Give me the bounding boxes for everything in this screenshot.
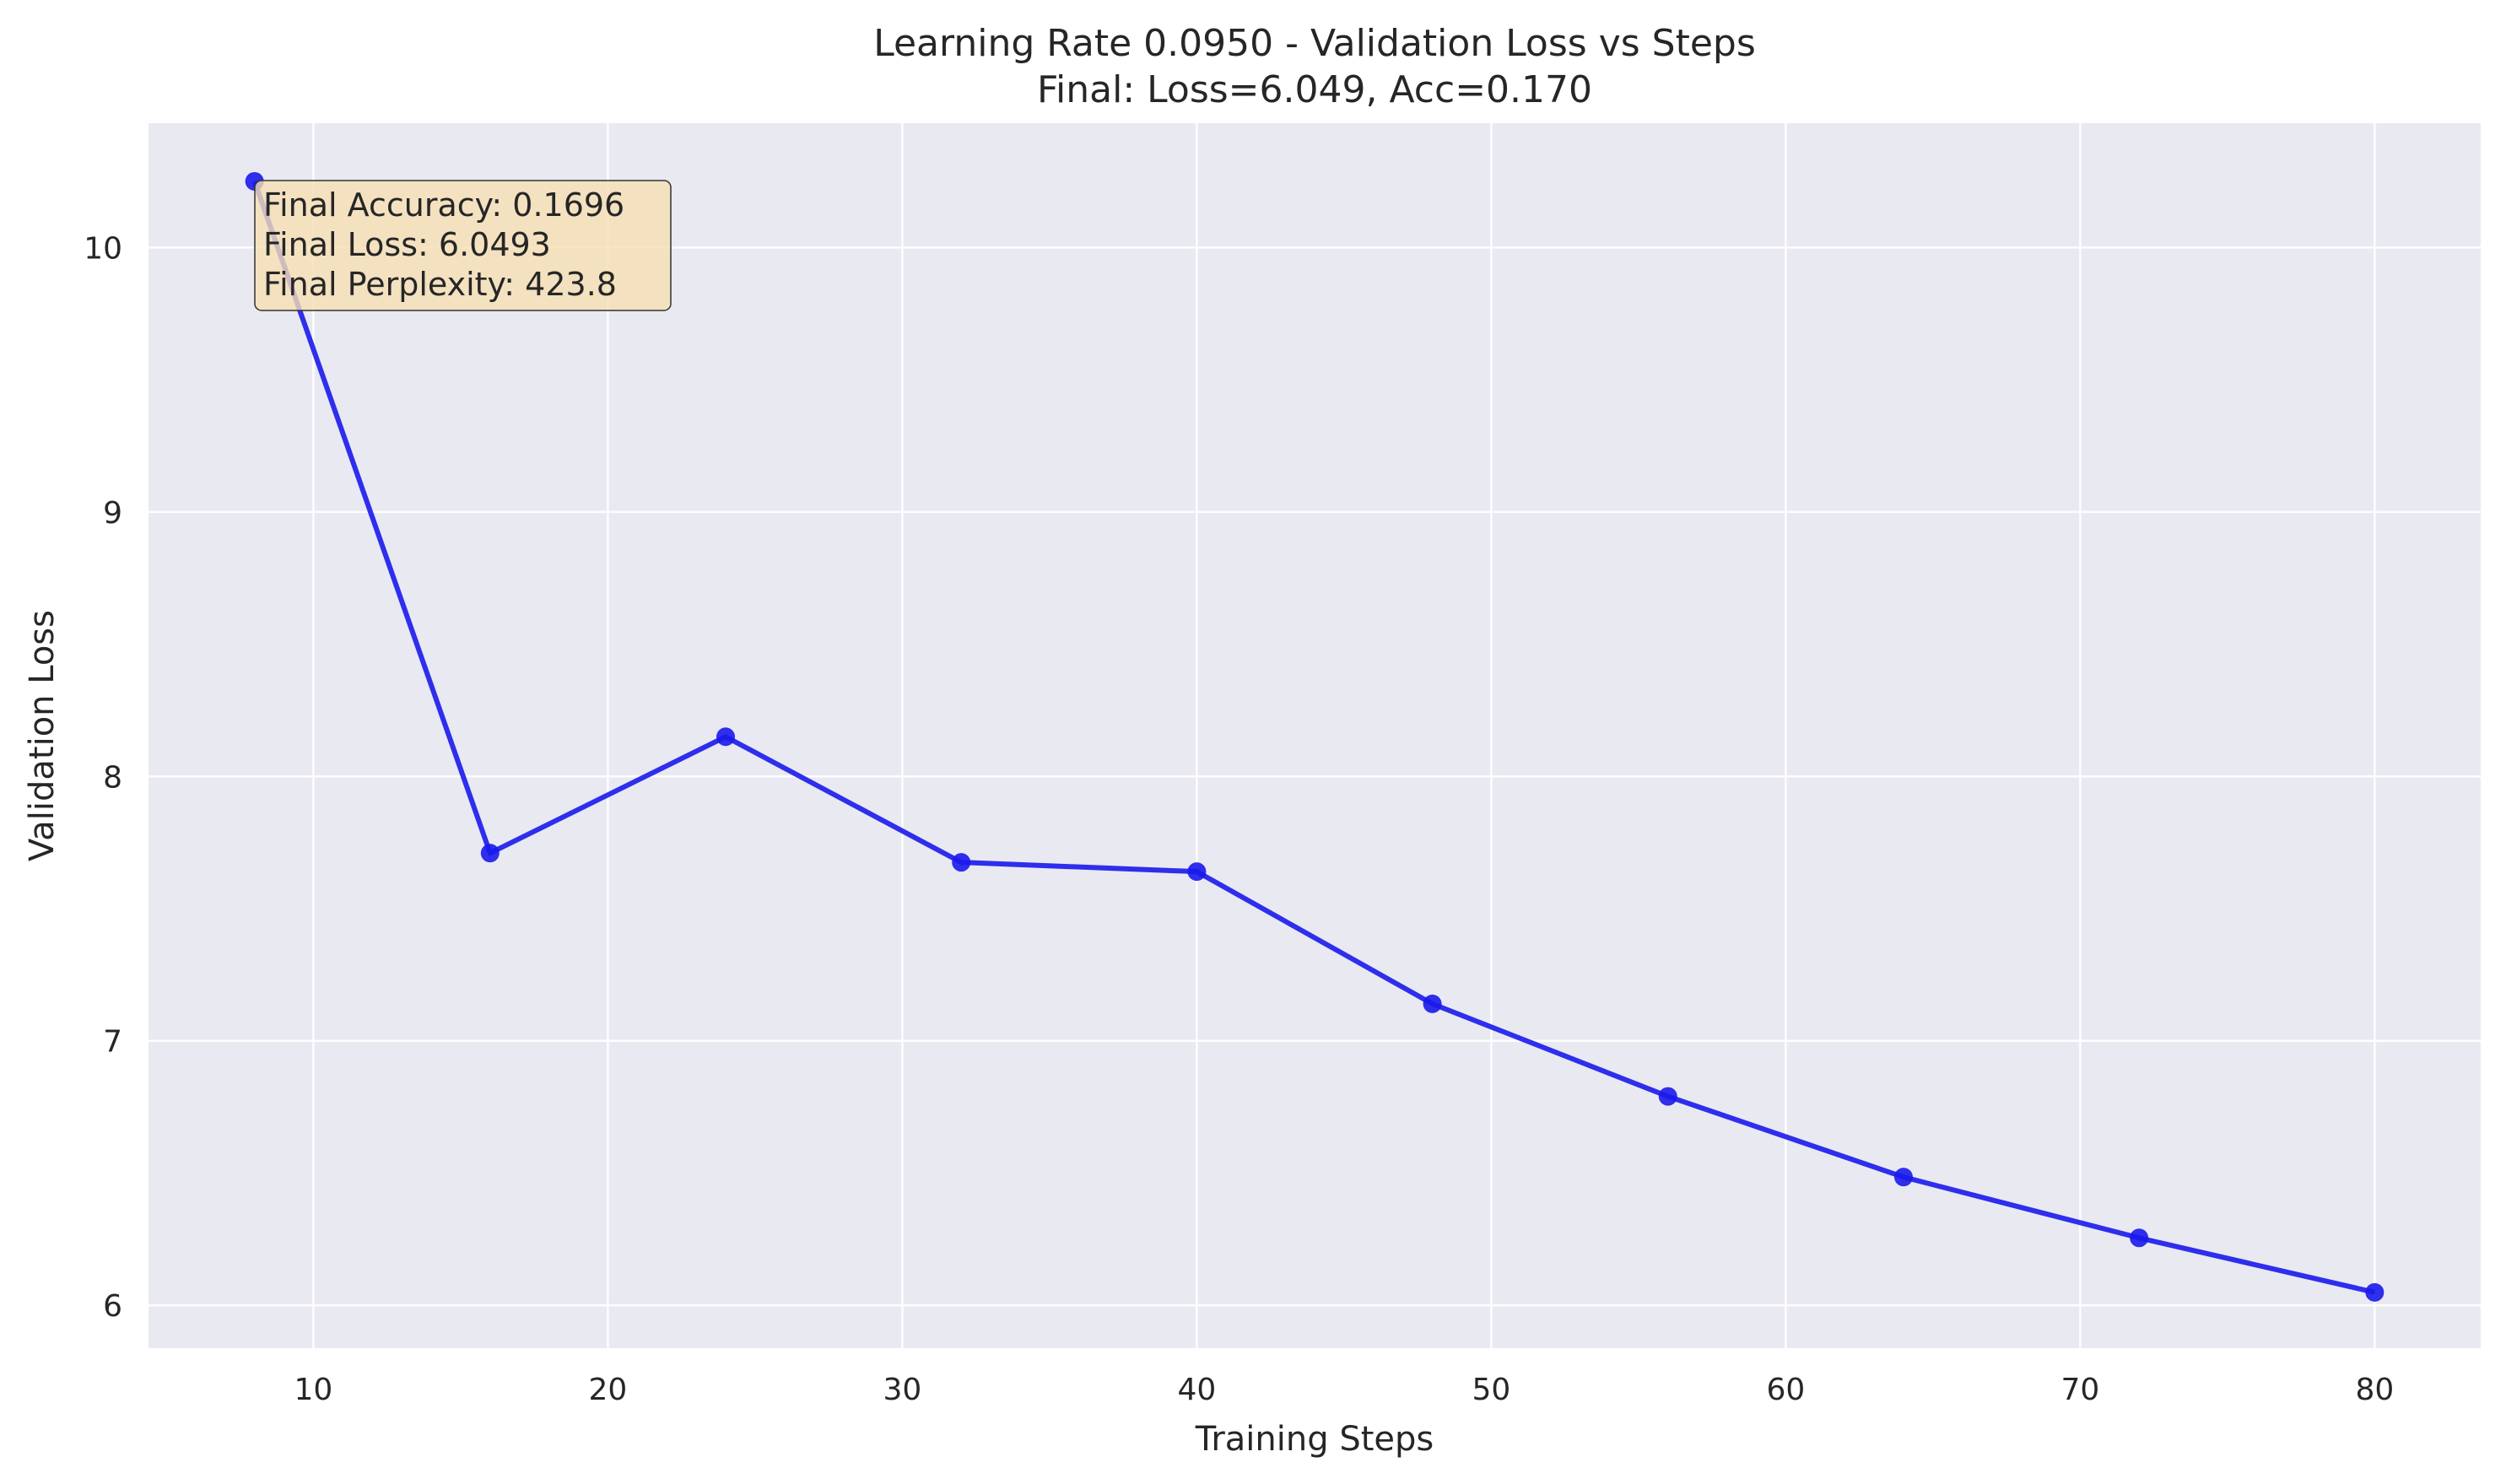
x-tick-label: 50 bbox=[1472, 1373, 1510, 1407]
annotation-accuracy: Final Accuracy: 0.1696 bbox=[263, 186, 624, 224]
data-point bbox=[1187, 862, 1207, 882]
y-tick-label: 10 bbox=[84, 231, 122, 266]
y-axis-label: Validation Loss bbox=[23, 610, 62, 861]
y-axis-ticks: 6 7 8 9 10 bbox=[84, 231, 122, 1324]
data-point bbox=[1423, 994, 1442, 1013]
annotation-box: Final Accuracy: 0.1696 Final Loss: 6.049… bbox=[254, 180, 672, 311]
x-axis-label: Training Steps bbox=[1195, 1420, 1434, 1459]
x-tick-label: 80 bbox=[2355, 1373, 2394, 1407]
x-tick-label: 40 bbox=[1177, 1373, 1216, 1407]
data-point bbox=[480, 844, 500, 863]
x-tick-label: 60 bbox=[1766, 1373, 1805, 1407]
annotation-loss: Final Loss: 6.0493 bbox=[263, 226, 551, 263]
y-tick-label: 8 bbox=[103, 760, 122, 795]
data-point bbox=[1893, 1168, 1913, 1187]
data-point bbox=[1658, 1087, 1677, 1106]
data-point bbox=[2365, 1282, 2384, 1302]
series-layer bbox=[245, 171, 2384, 1302]
y-tick-label: 7 bbox=[103, 1025, 122, 1060]
data-point bbox=[716, 727, 736, 747]
data-point bbox=[952, 853, 971, 872]
x-tick-label: 30 bbox=[883, 1373, 922, 1407]
x-axis-ticks: 10 20 30 40 50 60 70 80 bbox=[294, 1373, 2395, 1407]
y-tick-label: 9 bbox=[103, 496, 122, 531]
annotation-background bbox=[254, 180, 672, 311]
grid-lines bbox=[149, 123, 2481, 1348]
loss-line bbox=[251, 180, 2376, 1295]
chart-title: Learning Rate 0.0950 - Validation Loss v… bbox=[873, 22, 1756, 65]
x-tick-label: 70 bbox=[2060, 1373, 2099, 1407]
annotation-perplexity: Final Perplexity: 423.8 bbox=[263, 266, 617, 303]
x-tick-label: 20 bbox=[589, 1373, 628, 1407]
chart-subtitle: Final: Loss=6.049, Acc=0.170 bbox=[1037, 68, 1592, 111]
y-tick-label: 6 bbox=[103, 1289, 122, 1324]
plot-area bbox=[149, 123, 2481, 1348]
x-tick-label: 10 bbox=[294, 1373, 333, 1407]
data-point bbox=[2130, 1228, 2149, 1248]
